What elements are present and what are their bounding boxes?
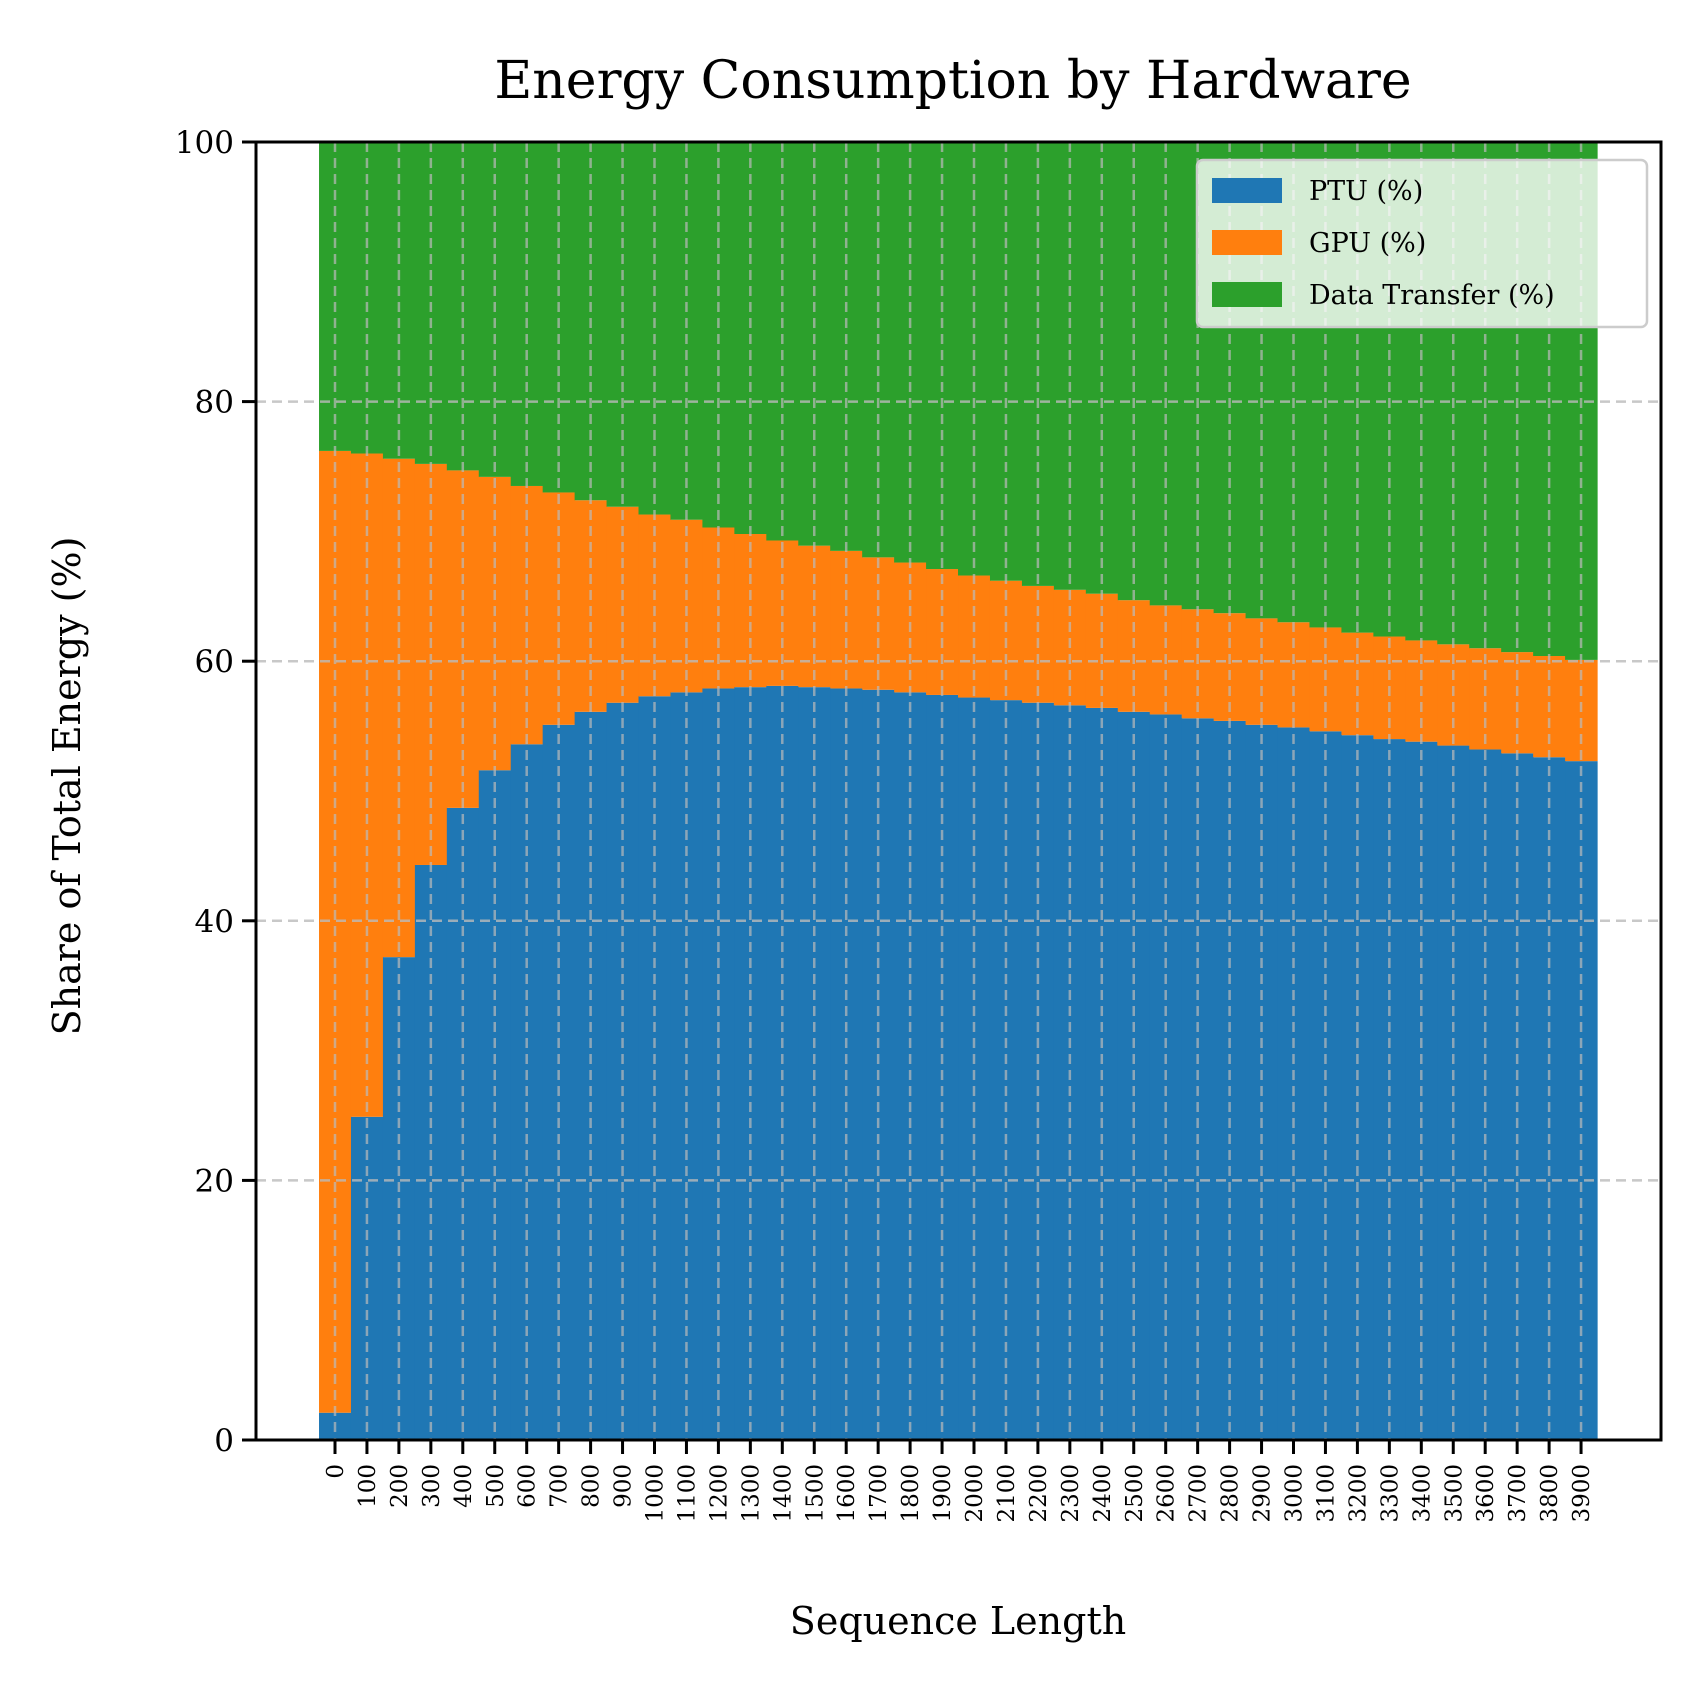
x-tick-label: 2100 — [994, 1464, 1020, 1523]
x-tick-label: 2300 — [1058, 1464, 1084, 1523]
x-tick-label: 3600 — [1473, 1464, 1499, 1523]
x-tick-label: 1200 — [706, 1464, 732, 1523]
x-tick-label: 3300 — [1377, 1464, 1403, 1523]
x-tick-label: 2000 — [962, 1464, 988, 1523]
y-axis-label: Share of Total Energy (%) — [45, 537, 89, 1036]
x-tick-label: 1000 — [643, 1464, 669, 1523]
bar-data-1100 — [670, 142, 704, 520]
y-tick-label: 20 — [195, 1163, 234, 1199]
bar-ptu-3700 — [1501, 753, 1534, 1440]
x-tick-label: 2800 — [1218, 1464, 1244, 1523]
legend-swatch — [1212, 282, 1282, 307]
x-tick-label: 3900 — [1569, 1464, 1595, 1523]
legend: PTU (%) GPU (%) Data Transfer (%) — [1195, 158, 1649, 329]
x-tick-label: 100 — [355, 1464, 381, 1508]
x-tick-label: 300 — [419, 1464, 445, 1508]
legend-label: Data Transfer (%) — [1309, 280, 1555, 311]
legend-swatch — [1212, 230, 1282, 255]
y-tick-label: 60 — [195, 644, 234, 680]
x-tick-label: 3800 — [1537, 1464, 1563, 1523]
x-tick-label: 2200 — [1026, 1464, 1052, 1523]
x-tick-label: 3700 — [1505, 1464, 1531, 1523]
x-tick-label: 3000 — [1282, 1464, 1308, 1523]
y-tick-label: 0 — [214, 1423, 234, 1459]
x-tick-label: 0 — [323, 1464, 349, 1479]
x-tick-label: 3100 — [1313, 1464, 1339, 1523]
bar-ptu-2800 — [1213, 720, 1247, 1440]
x-tick-label: 2700 — [1186, 1464, 1212, 1523]
bar-ptu-2900 — [1245, 724, 1279, 1440]
x-tick-label: 3400 — [1409, 1464, 1435, 1523]
x-tick-label: 1800 — [898, 1464, 924, 1523]
x-tick-label: 700 — [547, 1464, 573, 1508]
x-tick-label: 1500 — [802, 1464, 828, 1523]
grid-layer — [256, 142, 1661, 1440]
bar-data-200 — [382, 142, 416, 459]
x-tick-label: 1100 — [675, 1464, 701, 1523]
x-tick-label: 200 — [387, 1464, 413, 1508]
x-tick-label: 500 — [483, 1464, 509, 1508]
bar-data-1600 — [830, 142, 863, 551]
x-tick-label: 1900 — [930, 1464, 956, 1523]
y-tick-label: 40 — [195, 904, 234, 940]
x-tick-label: 3500 — [1441, 1464, 1467, 1523]
x-tick-label: 800 — [579, 1464, 605, 1508]
x-axis-label: Sequence Length — [790, 1599, 1126, 1643]
legend-label: GPU (%) — [1309, 228, 1426, 259]
bar-gpu-1000 — [638, 514, 672, 697]
x-tick-label: 2400 — [1090, 1464, 1116, 1523]
x-tick-label: 1400 — [770, 1464, 796, 1523]
y-tick-label: 80 — [195, 385, 234, 421]
x-tick-label: 600 — [515, 1464, 541, 1508]
plot-frame — [254, 140, 1663, 1442]
x-tick-label: 400 — [451, 1464, 477, 1508]
legend-swatch — [1212, 178, 1282, 203]
x-tick-label: 1700 — [866, 1464, 892, 1523]
legend-box — [1195, 158, 1649, 329]
x-axis: 0 100 200 300 400 500 600 700 800 900 1000 1100 1200… — [323, 1440, 1595, 1523]
x-tick-label: 1300 — [738, 1464, 764, 1523]
x-tick-label: 1600 — [834, 1464, 860, 1523]
y-tick-label: 100 — [175, 125, 234, 161]
x-tick-label: 2900 — [1250, 1464, 1276, 1523]
x-tick-label: 2600 — [1154, 1464, 1180, 1523]
bars-layer — [319, 142, 1598, 1440]
x-tick-label: 2500 — [1122, 1464, 1148, 1523]
chart-title: Energy Consumption by Hardware — [494, 51, 1411, 111]
bar-gpu-3600 — [1469, 648, 1502, 750]
legend-label: PTU (%) — [1309, 176, 1423, 207]
x-tick-label: 900 — [611, 1464, 637, 1508]
bar-gpu-1600 — [830, 550, 863, 689]
x-tick-label: 3200 — [1345, 1464, 1371, 1523]
y-axis: 0 20 40 60 80 100 — [175, 125, 256, 1459]
bar-ptu-700 — [542, 724, 576, 1440]
bar-ptu-3800 — [1533, 757, 1566, 1440]
